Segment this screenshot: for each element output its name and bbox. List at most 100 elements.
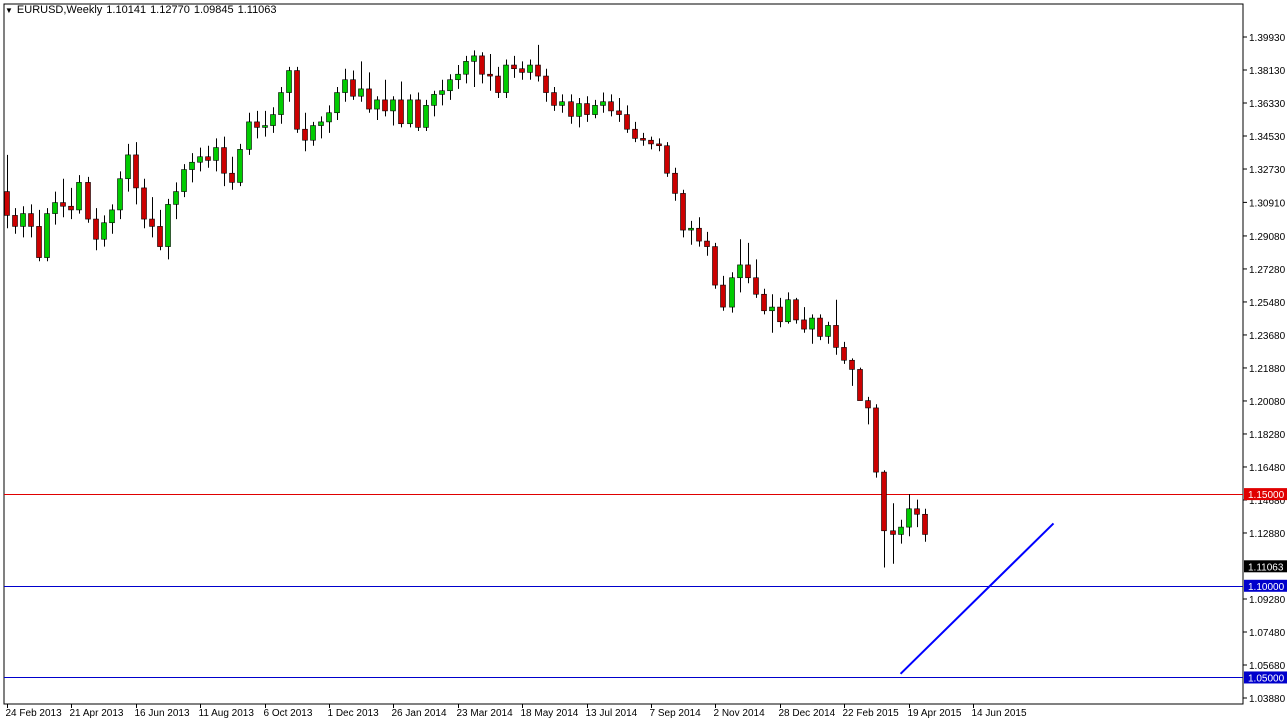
candle xyxy=(439,79,445,106)
candle-body xyxy=(914,508,920,515)
candle-body xyxy=(568,101,574,117)
y-tick-label: 1.03880 xyxy=(1249,694,1286,705)
candle xyxy=(600,92,606,113)
candle xyxy=(342,68,348,102)
candle-body xyxy=(817,317,823,337)
candle xyxy=(12,208,18,234)
candle xyxy=(712,242,718,289)
candle-body xyxy=(390,99,396,112)
candle xyxy=(229,156,235,190)
y-tick-label: 1.29080 xyxy=(1249,232,1286,243)
candle-body xyxy=(600,101,606,106)
candle-body xyxy=(141,187,147,220)
candle xyxy=(334,87,340,121)
candle-body xyxy=(753,277,759,295)
candle-body xyxy=(28,213,34,227)
candle xyxy=(93,208,99,251)
candle xyxy=(841,341,847,364)
candle xyxy=(358,61,364,102)
ohlc-high: 1.12770 xyxy=(150,4,190,16)
triangle-down-icon[interactable]: ▼ xyxy=(5,5,13,15)
candle xyxy=(881,470,887,568)
candle-body xyxy=(793,299,799,321)
x-tick-label: 21 Apr 2013 xyxy=(70,708,124,719)
candle xyxy=(664,142,670,177)
candle-body xyxy=(648,139,654,145)
candle xyxy=(833,299,839,355)
candle-body xyxy=(157,226,163,247)
candle xyxy=(278,87,284,124)
candle xyxy=(535,44,541,82)
candle-body xyxy=(535,64,541,77)
price-line-badge: 1.05000 xyxy=(1244,671,1287,684)
y-tick-label: 1.05680 xyxy=(1249,661,1286,672)
x-tick-label: 26 Jan 2014 xyxy=(392,708,447,719)
candle-body xyxy=(592,105,598,115)
candle xyxy=(777,297,783,328)
x-tick-label: 11 Aug 2013 xyxy=(199,708,255,719)
price-line-badge-text: 1.05000 xyxy=(1248,673,1285,684)
candle xyxy=(737,239,743,293)
candle-body xyxy=(68,205,74,211)
candle xyxy=(157,209,163,251)
candle-body xyxy=(439,90,445,95)
y-tick-label: 1.07480 xyxy=(1249,628,1286,639)
candle xyxy=(254,110,260,139)
x-tick-label: 22 Feb 2015 xyxy=(843,708,900,719)
current-price-badge: 1.11063 xyxy=(1244,560,1287,573)
candle xyxy=(125,143,131,192)
current-price-badge-bg xyxy=(1244,560,1287,573)
y-tick-label: 1.32730 xyxy=(1249,165,1286,176)
candle-body xyxy=(431,94,437,106)
candle xyxy=(729,272,735,313)
candle-body xyxy=(52,202,58,214)
candle xyxy=(487,54,493,91)
candle-body xyxy=(44,213,50,258)
candle xyxy=(769,294,775,333)
candle xyxy=(133,142,139,205)
candle-body xyxy=(849,359,855,370)
candle xyxy=(914,499,920,528)
y-tick-label: 1.09280 xyxy=(1249,595,1286,606)
candle-body xyxy=(197,156,203,163)
candle-body xyxy=(672,172,678,194)
candle xyxy=(76,175,82,214)
candle xyxy=(785,292,791,324)
candle-body xyxy=(60,202,66,207)
symbol-header: ▼ EURUSD,Weekly 1.10141 1.12770 1.09845 … xyxy=(5,4,277,16)
candle-body xyxy=(624,114,630,130)
candle xyxy=(213,138,219,172)
candle-body xyxy=(761,293,767,312)
candle-body xyxy=(286,70,292,93)
candle-body xyxy=(237,149,243,183)
candle-body xyxy=(326,112,332,123)
candle-body xyxy=(310,125,316,141)
candle xyxy=(246,112,252,155)
ohlc-open: 1.10141 xyxy=(106,4,147,16)
x-tick-label: 2 Nov 2014 xyxy=(714,708,766,719)
x-tick-label: 7 Sep 2014 xyxy=(650,708,702,719)
candle xyxy=(471,50,477,88)
candle xyxy=(237,143,243,187)
candle xyxy=(503,59,509,99)
candle xyxy=(624,105,630,133)
x-tick-label: 28 Dec 2014 xyxy=(779,708,836,719)
candle xyxy=(407,94,413,128)
candle xyxy=(576,98,582,128)
candle xyxy=(141,178,147,229)
y-tick-label: 1.14680 xyxy=(1249,496,1286,507)
candle-body xyxy=(366,88,372,110)
candle-body xyxy=(85,182,91,220)
horizontal-lines xyxy=(4,494,1243,678)
current-price-badge-text: 1.11063 xyxy=(1248,562,1284,573)
candle xyxy=(68,187,74,220)
candle xyxy=(906,494,912,537)
candle xyxy=(390,96,396,126)
candle-body xyxy=(898,526,904,535)
candle xyxy=(101,215,107,247)
candle-body xyxy=(777,306,783,323)
candle xyxy=(4,154,10,229)
candle-body xyxy=(117,178,123,211)
